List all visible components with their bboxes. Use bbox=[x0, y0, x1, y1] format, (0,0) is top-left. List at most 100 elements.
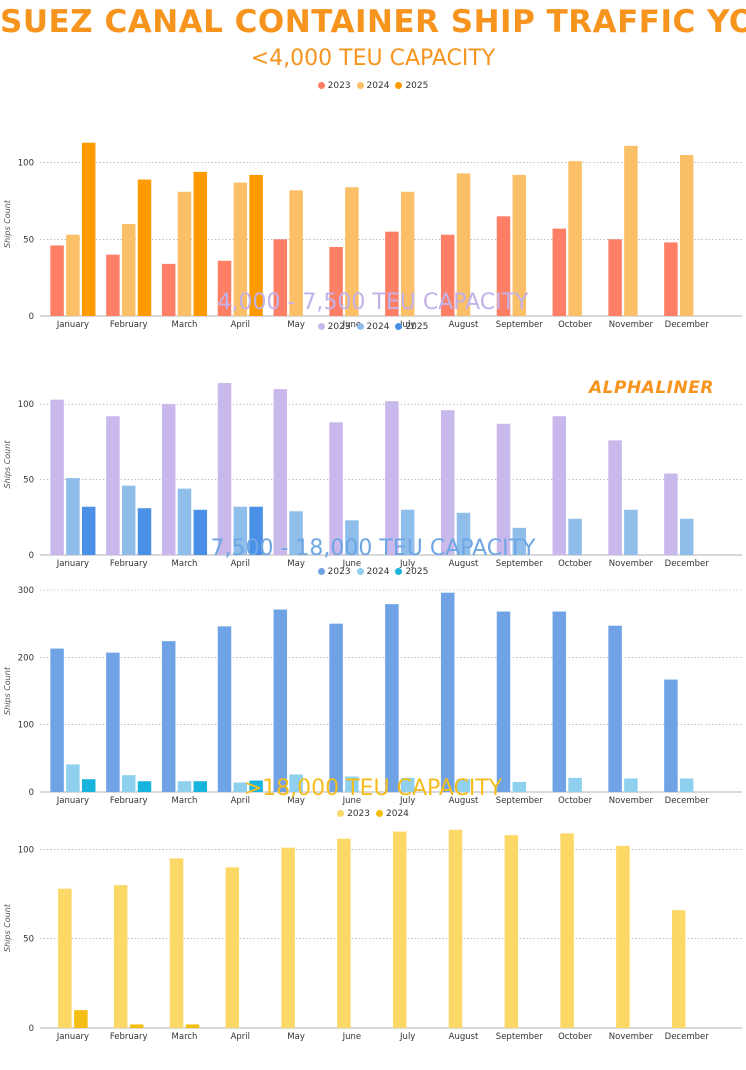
bar-2023-february[interactable] bbox=[106, 416, 120, 555]
bar-2024-march[interactable] bbox=[185, 1024, 200, 1028]
bar-2024-november[interactable] bbox=[624, 778, 638, 792]
bar-2025-march[interactable] bbox=[193, 781, 208, 792]
bar-2024-february[interactable] bbox=[121, 775, 136, 792]
bar-2023-september[interactable] bbox=[496, 216, 511, 316]
bar-2023-march[interactable] bbox=[161, 641, 176, 792]
bar-2025-february[interactable] bbox=[137, 179, 152, 316]
bar-2023-april[interactable] bbox=[217, 626, 232, 792]
legend-item-2023[interactable]: 2023 bbox=[317, 81, 351, 91]
bar-2023-april[interactable] bbox=[225, 867, 240, 1028]
bar-2023-august[interactable] bbox=[440, 592, 455, 792]
legend-item-2024[interactable]: 2024 bbox=[356, 81, 389, 91]
bar-2023-november[interactable] bbox=[616, 845, 630, 1028]
bar-2023-may[interactable] bbox=[273, 609, 288, 792]
bar-2023-february[interactable] bbox=[113, 885, 128, 1028]
bar-2024-may[interactable] bbox=[289, 190, 303, 316]
bar-2024-april[interactable] bbox=[233, 782, 248, 792]
bar-2025-february[interactable] bbox=[137, 781, 152, 792]
bar-2024-september[interactable] bbox=[512, 174, 527, 316]
bar-2023-october[interactable] bbox=[560, 833, 574, 1028]
bar-2024-december[interactable] bbox=[679, 778, 694, 792]
bar-2023-december[interactable] bbox=[664, 473, 678, 555]
bar-2023-august[interactable] bbox=[440, 410, 455, 555]
bar-2023-october[interactable] bbox=[552, 228, 567, 316]
bar-2024-january[interactable] bbox=[66, 764, 80, 792]
bar-2024-december[interactable] bbox=[679, 518, 694, 555]
bar-2023-january[interactable] bbox=[50, 245, 64, 316]
legend-item-2025[interactable]: 2025 bbox=[395, 81, 428, 91]
bar-2023-june[interactable] bbox=[329, 623, 343, 792]
bar-2023-june[interactable] bbox=[329, 422, 343, 555]
bar-2023-march[interactable] bbox=[161, 263, 176, 316]
bar-2024-june[interactable] bbox=[345, 187, 359, 316]
bar-2023-july[interactable] bbox=[385, 604, 399, 792]
bar-2024-august[interactable] bbox=[456, 779, 471, 792]
bar-2023-november[interactable] bbox=[608, 239, 622, 316]
bar-2023-july[interactable] bbox=[392, 831, 407, 1028]
bar-2023-january[interactable] bbox=[50, 399, 64, 555]
legend-item-2025[interactable]: 2025 bbox=[395, 567, 428, 577]
bar-2023-march[interactable] bbox=[161, 404, 176, 555]
legend-item-2024[interactable]: 2024 bbox=[356, 322, 389, 332]
bar-2024-august[interactable] bbox=[456, 512, 471, 555]
bar-2024-february[interactable] bbox=[121, 485, 136, 555]
bar-2024-december[interactable] bbox=[679, 155, 694, 316]
bar-2024-august[interactable] bbox=[456, 173, 471, 316]
bar-2023-may[interactable] bbox=[281, 847, 295, 1028]
bar-2025-april[interactable] bbox=[249, 780, 263, 792]
bar-2024-november[interactable] bbox=[624, 145, 638, 316]
bar-2025-april[interactable] bbox=[249, 506, 263, 555]
bar-2024-january[interactable] bbox=[66, 478, 80, 555]
legend-item-2024[interactable]: 2024 bbox=[376, 809, 409, 819]
bar-2024-may[interactable] bbox=[289, 511, 303, 555]
bar-2023-april[interactable] bbox=[217, 383, 232, 555]
bar-2024-april[interactable] bbox=[233, 506, 248, 555]
bar-2024-february[interactable] bbox=[129, 1024, 144, 1028]
bar-2023-november[interactable] bbox=[608, 440, 622, 555]
legend-item-2025[interactable]: 2025 bbox=[395, 322, 428, 332]
bar-2024-march[interactable] bbox=[177, 191, 192, 316]
bar-2024-june[interactable] bbox=[345, 520, 359, 555]
bar-2023-september[interactable] bbox=[496, 611, 511, 792]
legend-item-2023[interactable]: 2023 bbox=[317, 567, 351, 577]
bar-2023-july[interactable] bbox=[385, 231, 399, 316]
legend-item-2023[interactable]: 2023 bbox=[317, 322, 351, 332]
bar-2024-march[interactable] bbox=[177, 781, 192, 792]
bar-2023-august[interactable] bbox=[440, 234, 455, 316]
bar-2024-january[interactable] bbox=[66, 234, 80, 316]
bar-2023-february[interactable] bbox=[106, 652, 120, 792]
bar-2024-february[interactable] bbox=[121, 224, 136, 316]
bar-2023-april[interactable] bbox=[217, 260, 232, 316]
bar-2023-january[interactable] bbox=[58, 888, 72, 1028]
bar-2024-april[interactable] bbox=[233, 182, 248, 316]
bar-2025-february[interactable] bbox=[137, 508, 152, 555]
bar-2023-february[interactable] bbox=[106, 254, 120, 316]
bar-2023-december[interactable] bbox=[664, 679, 678, 792]
bar-2023-september[interactable] bbox=[496, 423, 511, 555]
bar-2023-june[interactable] bbox=[337, 838, 351, 1028]
bar-2025-january[interactable] bbox=[81, 506, 96, 555]
bar-2023-october[interactable] bbox=[552, 611, 567, 792]
bar-2023-september[interactable] bbox=[504, 835, 519, 1028]
bar-2025-january[interactable] bbox=[81, 142, 96, 316]
bar-2024-january[interactable] bbox=[74, 1010, 88, 1028]
bar-2024-october[interactable] bbox=[568, 518, 582, 555]
bar-2024-october[interactable] bbox=[568, 161, 582, 316]
bar-2023-august[interactable] bbox=[448, 829, 463, 1028]
bar-2023-october[interactable] bbox=[552, 416, 567, 555]
bar-2023-may[interactable] bbox=[273, 239, 288, 316]
bar-2024-july[interactable] bbox=[400, 777, 415, 792]
bar-2023-june[interactable] bbox=[329, 247, 343, 316]
bar-2024-may[interactable] bbox=[289, 774, 303, 792]
bar-2025-march[interactable] bbox=[193, 171, 208, 316]
bar-2023-may[interactable] bbox=[273, 389, 288, 555]
bar-2024-june[interactable] bbox=[345, 776, 359, 792]
bar-2024-july[interactable] bbox=[400, 191, 415, 316]
bar-2024-july[interactable] bbox=[400, 509, 415, 555]
bar-2024-november[interactable] bbox=[624, 509, 638, 555]
bar-2023-november[interactable] bbox=[608, 625, 622, 792]
bar-2023-july[interactable] bbox=[385, 401, 399, 555]
bar-2024-september[interactable] bbox=[512, 781, 527, 792]
bar-2023-december[interactable] bbox=[664, 242, 678, 316]
bar-2024-september[interactable] bbox=[512, 527, 527, 555]
